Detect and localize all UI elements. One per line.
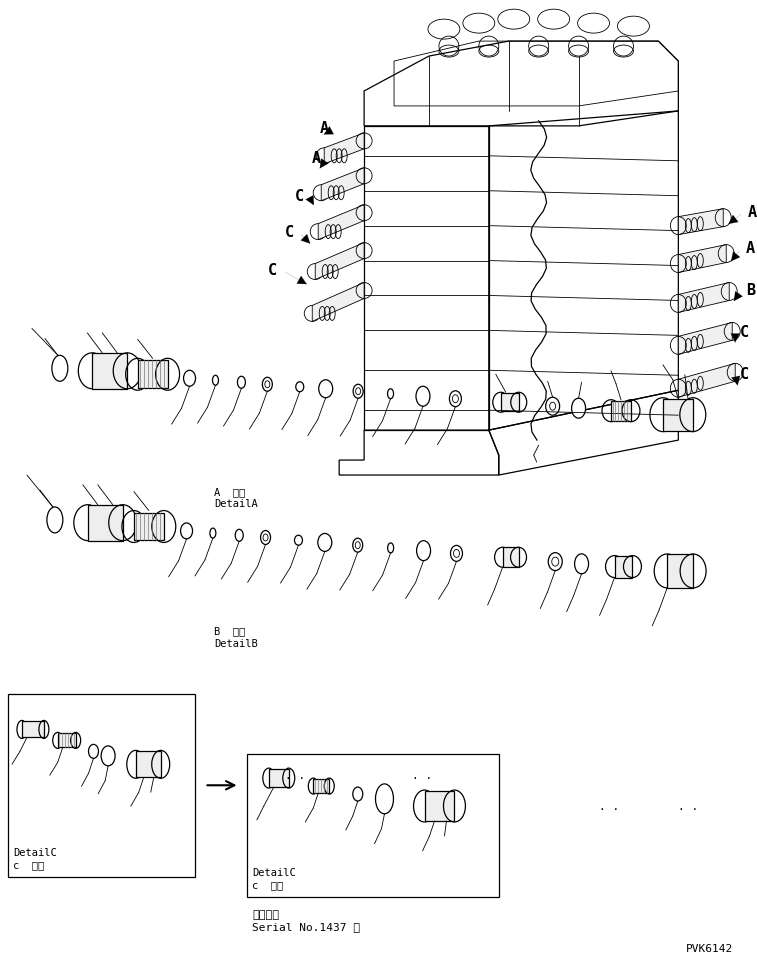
Ellipse shape <box>318 533 332 552</box>
Ellipse shape <box>319 380 332 398</box>
Bar <box>663 399 693 431</box>
Text: . .: . . <box>678 802 699 812</box>
Text: C: C <box>740 367 749 382</box>
Text: c  詳細: c 詳細 <box>13 860 44 870</box>
Polygon shape <box>318 205 364 240</box>
Bar <box>22 722 44 737</box>
Bar <box>615 556 632 577</box>
Text: B: B <box>746 283 755 298</box>
Bar <box>8 694 195 878</box>
Polygon shape <box>678 245 726 273</box>
Bar <box>269 769 288 787</box>
Bar <box>138 361 167 388</box>
Text: 適用号機: 適用号機 <box>252 910 279 920</box>
Ellipse shape <box>183 370 195 386</box>
Ellipse shape <box>572 398 586 418</box>
Bar <box>134 513 164 540</box>
Bar <box>425 791 454 821</box>
Polygon shape <box>678 283 729 312</box>
Bar <box>58 733 76 748</box>
Text: DetailA: DetailA <box>214 499 258 509</box>
Bar <box>92 353 127 389</box>
Polygon shape <box>678 323 732 354</box>
Bar <box>136 752 160 777</box>
Text: DetailC: DetailC <box>13 848 57 858</box>
Text: Serial No.1437 ～: Serial No.1437 ～ <box>252 922 360 932</box>
Text: c  詳細: c 詳細 <box>252 880 284 890</box>
Bar <box>611 401 631 420</box>
Text: A  詳細: A 詳細 <box>214 487 246 497</box>
Text: B  詳細: B 詳細 <box>214 627 246 637</box>
Polygon shape <box>324 133 364 164</box>
Text: A: A <box>312 151 321 167</box>
Text: C: C <box>295 189 304 204</box>
Polygon shape <box>315 243 364 280</box>
Polygon shape <box>678 364 735 397</box>
Bar <box>313 779 329 793</box>
Text: DetailB: DetailB <box>214 639 258 648</box>
Bar <box>667 554 693 588</box>
Polygon shape <box>312 283 364 322</box>
Text: PVK6142: PVK6142 <box>686 944 734 954</box>
Ellipse shape <box>238 376 245 388</box>
Text: C: C <box>285 225 294 240</box>
Polygon shape <box>678 209 723 235</box>
Text: A: A <box>320 121 329 137</box>
Text: C: C <box>740 325 749 340</box>
Bar <box>503 547 519 567</box>
Text: . .: . . <box>285 771 306 781</box>
Text: . .: . . <box>599 802 618 812</box>
Text: A: A <box>748 205 757 220</box>
Text: A: A <box>746 241 755 256</box>
Text: DetailC: DetailC <box>252 868 296 878</box>
Polygon shape <box>321 168 364 201</box>
Ellipse shape <box>181 523 192 539</box>
Ellipse shape <box>575 554 588 574</box>
Ellipse shape <box>416 541 431 561</box>
Bar <box>501 393 519 411</box>
Ellipse shape <box>235 529 243 541</box>
Bar <box>88 505 123 540</box>
Ellipse shape <box>416 386 430 407</box>
Text: C: C <box>268 263 277 278</box>
Bar <box>248 755 499 897</box>
Text: . .: . . <box>412 771 432 781</box>
